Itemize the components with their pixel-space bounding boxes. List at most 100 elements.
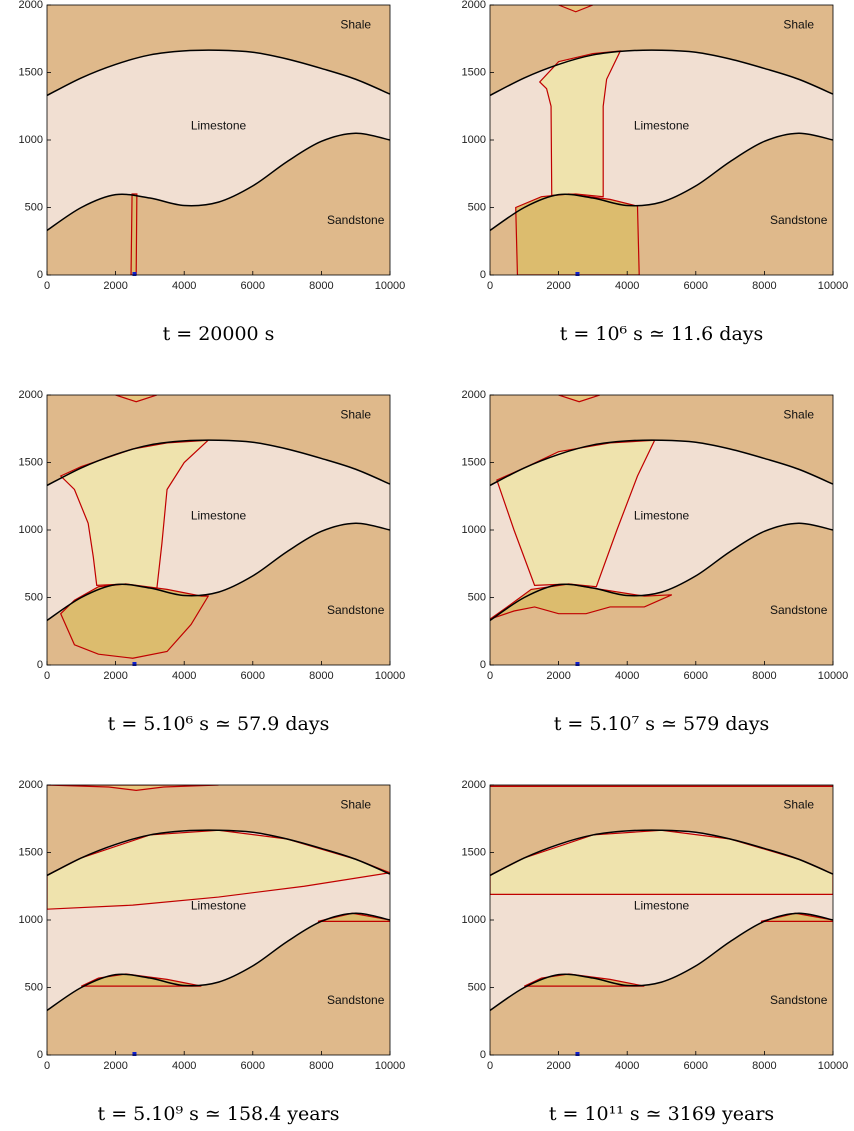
x-tick-label: 2000 — [546, 670, 570, 682]
x-tick-label: 8000 — [309, 1060, 333, 1072]
y-tick-label: 500 — [25, 591, 43, 603]
region-label: Limestone — [634, 119, 690, 133]
y-tick-label: 1500 — [19, 456, 43, 468]
x-tick-label: 10000 — [818, 280, 849, 292]
layer-boundary — [47, 912, 390, 1012]
x-tick-label: 0 — [487, 1060, 493, 1072]
x-tick-label: 8000 — [309, 670, 333, 682]
x-tick-label: 10000 — [375, 280, 406, 292]
caption: t = 5.10⁶ s ≃ 57.9 days — [108, 713, 330, 735]
source-marker — [132, 662, 137, 666]
layer-boundary — [490, 829, 833, 877]
x-tick-label: 2000 — [103, 280, 127, 292]
plot-area — [490, 785, 833, 1055]
y-tick-label: 1500 — [462, 846, 486, 858]
source-marker — [132, 1052, 137, 1056]
x-tick-label: 4000 — [615, 670, 639, 682]
layer-boundary — [490, 912, 833, 1012]
x-tick-label: 4000 — [172, 1060, 196, 1072]
x-tick-label: 8000 — [752, 280, 776, 292]
x-tick-label: 4000 — [615, 1060, 639, 1072]
plume — [317, 912, 390, 922]
plot-area — [47, 785, 390, 1055]
plot-area — [490, 395, 833, 665]
x-tick-label: 6000 — [684, 280, 708, 292]
y-tick-label: 500 — [25, 201, 43, 213]
source-marker — [575, 1052, 580, 1056]
region-label: Sandstone — [327, 603, 385, 617]
caption: t = 5.10⁹ s ≃ 158.4 years — [98, 1103, 340, 1125]
y-tick-label: 1000 — [19, 134, 43, 146]
plot-area — [47, 5, 390, 275]
plume — [496, 439, 656, 588]
region-label: Limestone — [634, 899, 690, 913]
y-tick-label: 500 — [468, 591, 486, 603]
x-tick-label: 0 — [487, 670, 493, 682]
y-tick-label: 2000 — [19, 0, 43, 11]
plume — [130, 193, 138, 275]
plume — [760, 912, 833, 922]
y-tick-label: 1500 — [19, 66, 43, 78]
layer-boundary — [490, 49, 833, 97]
x-tick-label: 6000 — [241, 280, 265, 292]
y-tick-label: 2000 — [462, 779, 486, 791]
x-tick-label: 4000 — [172, 670, 196, 682]
caption: t = 10¹¹ s ≃ 3169 years — [549, 1103, 774, 1125]
source-marker — [575, 662, 580, 666]
y-tick-label: 0 — [480, 1049, 486, 1061]
region-label: Sandstone — [770, 213, 828, 227]
plume — [59, 439, 210, 591]
region-label: Limestone — [191, 119, 247, 133]
x-tick-label: 8000 — [309, 280, 333, 292]
region-label: Sandstone — [770, 993, 828, 1007]
limestone-layer — [47, 50, 390, 231]
plume — [115, 395, 157, 403]
caption: t = 5.10⁷ s ≃ 579 days — [554, 713, 770, 735]
x-tick-label: 10000 — [375, 1060, 406, 1072]
x-tick-label: 10000 — [818, 1060, 849, 1072]
y-tick-label: 1000 — [462, 134, 486, 146]
caption: t = 20000 s — [163, 323, 275, 345]
x-tick-label: 0 — [487, 280, 493, 292]
plume — [558, 5, 594, 13]
y-tick-label: 2000 — [462, 389, 486, 401]
x-tick-label: 10000 — [818, 670, 849, 682]
region-label: Shale — [340, 17, 371, 31]
region-label: Shale — [340, 797, 371, 811]
plot-area — [47, 395, 390, 665]
plume — [47, 785, 219, 792]
x-tick-label: 6000 — [684, 670, 708, 682]
y-tick-label: 2000 — [19, 389, 43, 401]
plume — [558, 395, 600, 403]
region-label: Sandstone — [327, 213, 385, 227]
layer-boundary — [47, 522, 390, 622]
x-tick-label: 10000 — [375, 670, 406, 682]
x-tick-label: 6000 — [684, 1060, 708, 1072]
y-tick-label: 0 — [37, 1049, 43, 1061]
x-tick-label: 8000 — [752, 670, 776, 682]
y-tick-label: 1000 — [19, 524, 43, 536]
region-label: Shale — [783, 17, 814, 31]
y-tick-label: 0 — [480, 269, 486, 281]
y-tick-label: 500 — [25, 981, 43, 993]
x-tick-label: 6000 — [241, 670, 265, 682]
x-tick-label: 8000 — [752, 1060, 776, 1072]
x-tick-label: 2000 — [546, 280, 570, 292]
x-tick-label: 2000 — [103, 1060, 127, 1072]
plot-area — [490, 5, 833, 275]
source-marker — [132, 272, 137, 276]
layer-boundary — [47, 49, 390, 97]
x-tick-label: 2000 — [546, 1060, 570, 1072]
x-tick-label: 6000 — [241, 1060, 265, 1072]
layer-boundary — [47, 439, 390, 487]
region-label: Shale — [340, 407, 371, 421]
layer-boundary — [490, 522, 833, 622]
caption: t = 10⁶ s ≃ 11.6 days — [560, 323, 764, 345]
region-label: Shale — [783, 407, 814, 421]
region-label: Limestone — [634, 509, 690, 523]
layer-boundary — [490, 439, 833, 487]
y-tick-label: 2000 — [462, 0, 486, 11]
x-tick-label: 4000 — [172, 280, 196, 292]
y-tick-label: 0 — [37, 269, 43, 281]
